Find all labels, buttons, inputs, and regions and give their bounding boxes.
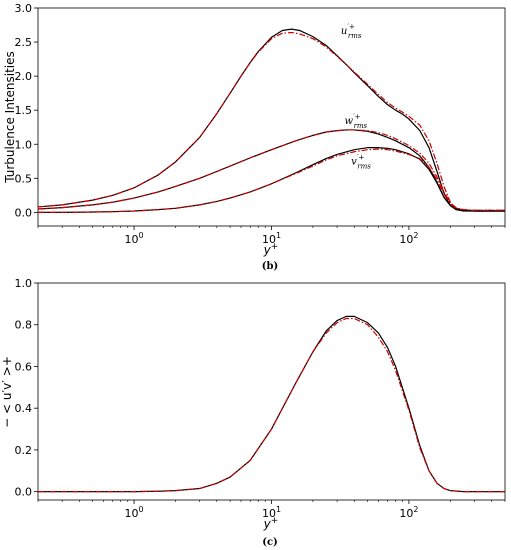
panel-c-curves — [38, 315, 505, 493]
y-tick-label: 2.0 — [15, 70, 33, 83]
panel-c-y-axis-label: − < u′v′ >+ — [0, 356, 14, 428]
panel-b-curves — [37, 28, 505, 213]
x-tick-label: 102 — [399, 231, 418, 246]
series-line-urms-model — [37, 31, 505, 211]
panel-b-y-axis-label: Turbulence Intensities — [3, 51, 17, 183]
curve-label-subscript: rms — [348, 32, 362, 40]
y-tick-label: 0.8 — [15, 319, 33, 332]
curve-label-superscript: ′+ — [347, 23, 355, 31]
curve-label-superscript: ′+ — [353, 113, 361, 121]
curve-label-urms: u′+ rms — [341, 23, 362, 40]
series-line-vrms-model — [38, 148, 505, 213]
x-tick-base: 10 — [262, 233, 276, 246]
curve-label-vrms: v′+ rms — [351, 154, 371, 171]
curve-label-base: v — [351, 157, 357, 168]
curve-label-superscript: ′+ — [357, 154, 365, 162]
panel-c-label: (c) — [262, 537, 278, 548]
x-tick-exponent: 2 — [413, 231, 418, 240]
x-tick-exponent: 0 — [139, 231, 144, 240]
panel-c-plot-area — [37, 282, 506, 501]
x-tick-exponent: 1 — [276, 505, 281, 514]
y-tick-label: 0.0 — [15, 206, 33, 219]
series-line-wrms-model — [37, 129, 505, 211]
panel-c-x-axis-label: y+ — [263, 516, 279, 531]
curve-label-subscript: rms — [354, 122, 368, 130]
y-tick-label: 3.0 — [15, 2, 33, 15]
panel-b-x-axis-label: y+ — [263, 242, 279, 257]
curve-label-wrms: w′+ rms — [345, 113, 368, 130]
x-tick-base: 10 — [125, 507, 139, 520]
y-tick-label: 1.0 — [15, 138, 33, 151]
series-line-uv-model — [38, 317, 505, 493]
curve-label-base: u — [341, 26, 347, 37]
x-tick-label: 100 — [125, 505, 144, 520]
x-tick-exponent: 0 — [139, 505, 144, 514]
x-tick-label: 101 — [262, 505, 281, 520]
x-tick-exponent: 2 — [413, 505, 418, 514]
y-tick-label: 0.0 — [15, 486, 33, 499]
y-tick-label: 0.5 — [15, 172, 33, 185]
y-tick-label: 1.5 — [15, 104, 33, 117]
x-tick-label: 101 — [262, 231, 281, 246]
panel-b-label: (b) — [262, 261, 278, 272]
x-tick-base: 10 — [399, 233, 413, 246]
curve-label-subscript: rms — [357, 163, 371, 171]
x-tick-exponent: 1 — [276, 231, 281, 240]
y-tick-label: 2.5 — [15, 36, 33, 49]
curve-label-base: w — [345, 116, 354, 127]
y-tick-label: 0.6 — [15, 360, 33, 373]
x-tick-label: 102 — [399, 505, 418, 520]
y-tick-label: 1.0 — [15, 277, 33, 290]
panel-b-plot-area — [37, 7, 506, 227]
y-tick-label: 0.4 — [15, 402, 33, 415]
x-tick-label: 100 — [125, 231, 144, 246]
x-tick-base: 10 — [125, 233, 139, 246]
x-tick-base: 10 — [399, 507, 413, 520]
y-tick-label: 0.2 — [15, 444, 33, 457]
x-tick-base: 10 — [262, 507, 276, 520]
